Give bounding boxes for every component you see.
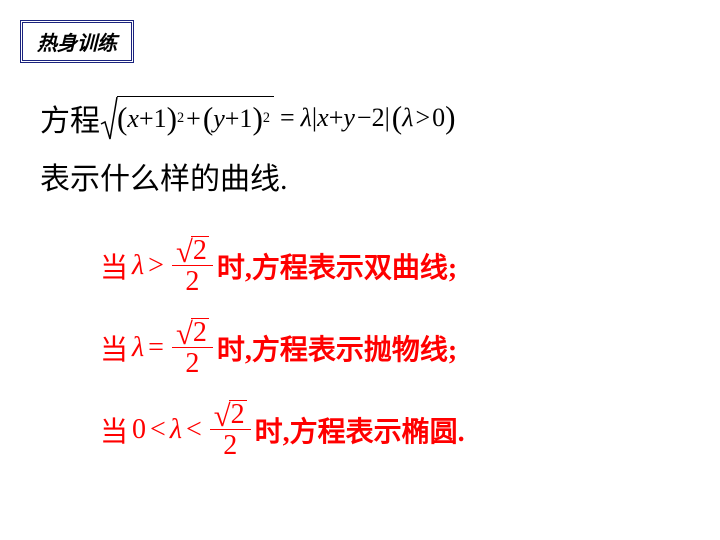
ans1-prefix: 当 <box>100 246 128 286</box>
ans2-lambda: λ <box>132 332 144 364</box>
question-prefix: 方程 <box>40 96 100 140</box>
ans1-op: > <box>148 250 164 282</box>
question-line2: 表示什么样的曲线. <box>40 154 680 198</box>
header-box: 热身训练 <box>20 20 134 63</box>
question-block: 方程 ( x +1 ) 2 + ( y +1 ) 2 = λ | x <box>40 96 680 198</box>
ans2-frac: √ 2 2 <box>172 318 213 378</box>
ans3-op2: < <box>186 414 202 446</box>
question-line1: 方程 ( x +1 ) 2 + ( y +1 ) 2 = λ | x <box>40 96 680 140</box>
ans1-suffix: 时,方程表示双曲线; <box>217 246 457 286</box>
header-title: 热身训练 <box>37 33 117 55</box>
answer-3: 当 0 < λ < √ 2 2 时,方程表示椭圆. <box>100 400 660 460</box>
ans3-suffix: 时,方程表示椭圆. <box>255 410 465 450</box>
rhs: λ | x + y −2 | ( λ > 0 ) <box>301 100 456 136</box>
ans3-frac: √ 2 2 <box>210 400 251 460</box>
ans1-frac: √ 2 2 <box>172 236 213 296</box>
sqrt-expression: ( x +1 ) 2 + ( y +1 ) 2 <box>100 96 274 140</box>
ans3-lambda: λ <box>170 414 182 446</box>
answers-block: 当 λ > √ 2 2 时,方程表示双曲线; 当 λ = √ 2 2 <box>100 236 660 482</box>
ans2-suffix: 时,方程表示抛物线; <box>217 328 457 368</box>
answer-2: 当 λ = √ 2 2 时,方程表示抛物线; <box>100 318 660 378</box>
answer-1: 当 λ > √ 2 2 时,方程表示双曲线; <box>100 236 660 296</box>
ans3-prefix: 当 <box>100 410 128 450</box>
equals: = <box>280 103 295 133</box>
ans1-lambda: λ <box>132 250 144 282</box>
ans3-zero: 0 <box>132 414 146 446</box>
radicand: ( x +1 ) 2 + ( y +1 ) 2 <box>117 96 274 140</box>
radical-icon <box>100 96 118 140</box>
ans3-op1: < <box>150 414 166 446</box>
ans2-op: = <box>148 332 164 364</box>
ans2-prefix: 当 <box>100 328 128 368</box>
